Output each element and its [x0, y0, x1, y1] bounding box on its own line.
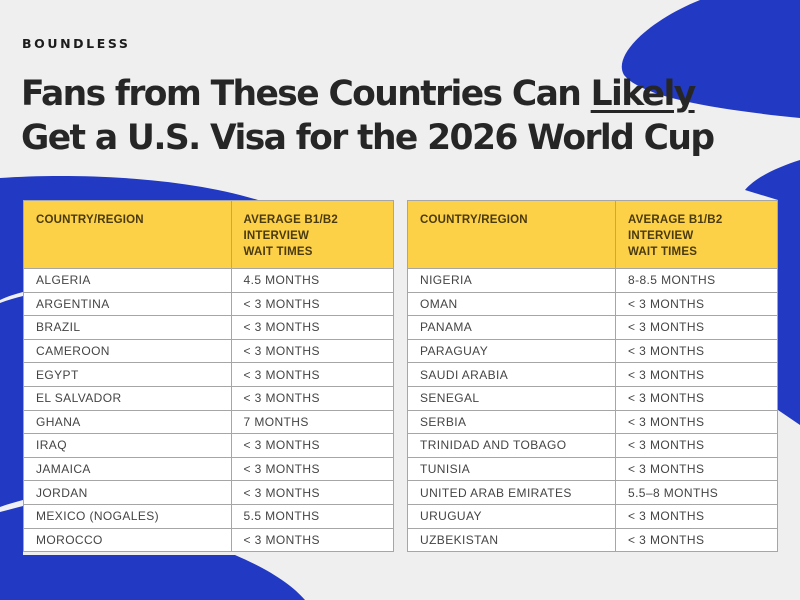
table-row: JAMAICA < 3 MONTHS — [23, 456, 395, 482]
wait-cell: < 3 MONTHS — [230, 315, 395, 340]
table-row: TRINIDAD AND TOBAGO < 3 MONTHS — [407, 433, 778, 458]
wait-cell: < 3 MONTHS — [615, 315, 778, 340]
wait-cell: < 3 MONTHS — [230, 362, 395, 387]
visa-wait-table-left: COUNTRY/REGION AVERAGE B1/B2 INTERVIEW W… — [23, 200, 395, 553]
wait-cell: < 3 MONTHS — [230, 338, 395, 364]
country-cell: SENEGAL — [407, 385, 616, 411]
wait-cell: < 3 MONTHS — [230, 480, 395, 505]
country-cell: GHANA — [23, 409, 232, 435]
visa-wait-table-right: COUNTRY/REGION AVERAGE B1/B2 INTERVIEW W… — [407, 200, 778, 553]
table-row: EGYPT < 3 MONTHS — [23, 362, 395, 387]
wait-cell: < 3 MONTHS — [615, 433, 778, 458]
country-cell: PARAGUAY — [407, 338, 616, 364]
table-row: SENEGAL < 3 MONTHS — [407, 385, 778, 411]
country-cell: JAMAICA — [23, 456, 232, 482]
country-cell: OMAN — [407, 291, 616, 317]
country-cell: SERBIA — [407, 409, 616, 435]
table-row: ALGERIA 4.5 MONTHS — [23, 268, 395, 293]
wait-cell: < 3 MONTHS — [230, 291, 395, 317]
brand-logo: BOUNDLESS — [22, 36, 131, 51]
wait-cell: < 3 MONTHS — [615, 527, 778, 553]
wait-cell: < 3 MONTHS — [615, 338, 778, 364]
country-cell: MOROCCO — [23, 527, 232, 553]
wait-cell: 4.5 MONTHS — [230, 268, 395, 293]
right-swoosh — [745, 160, 800, 425]
wait-cell: < 3 MONTHS — [230, 527, 395, 553]
column-header-country: COUNTRY/REGION — [407, 200, 616, 269]
country-cell: EGYPT — [23, 362, 232, 387]
title-underlined-word: Likely — [590, 74, 697, 114]
wait-cell: < 3 MONTHS — [615, 456, 778, 482]
wait-cell: 8-8.5 MONTHS — [615, 268, 778, 293]
wait-cell: 5.5–8 MONTHS — [615, 480, 778, 505]
wait-cell: < 3 MONTHS — [230, 433, 395, 458]
title-line1: Fans from These Countries Can Likely — [21, 74, 697, 114]
country-cell: ARGENTINA — [23, 291, 232, 317]
table-row: MEXICO (NOGALES) 5.5 MONTHS — [23, 503, 395, 529]
country-cell: NIGERIA — [407, 268, 616, 293]
wait-cell: 5.5 MONTHS — [230, 503, 395, 529]
wait-cell: < 3 MONTHS — [615, 409, 778, 435]
column-header-wait-times: AVERAGE B1/B2 INTERVIEW WAIT TIMES — [230, 200, 395, 269]
country-cell: BRAZIL — [23, 315, 232, 340]
country-cell: UNITED ARAB EMIRATES — [407, 480, 616, 505]
column-header-wait-times: AVERAGE B1/B2 INTERVIEW WAIT TIMES — [615, 200, 778, 269]
wait-cell: < 3 MONTHS — [615, 503, 778, 529]
table-row: PARAGUAY < 3 MONTHS — [407, 338, 778, 364]
title-line2: Get a U.S. Visa for the 2026 World Cup — [21, 118, 715, 158]
wait-cell: < 3 MONTHS — [615, 291, 778, 317]
country-cell: PANAMA — [407, 315, 616, 340]
table-row: CAMEROON < 3 MONTHS — [23, 338, 395, 364]
country-cell: JORDAN — [23, 480, 232, 505]
table-row: GHANA 7 MONTHS — [23, 409, 395, 435]
country-cell: IRAQ — [23, 433, 232, 458]
table-row: EL SALVADOR < 3 MONTHS — [23, 385, 395, 411]
table-row: TUNISIA < 3 MONTHS — [407, 456, 778, 482]
country-cell: TRINIDAD AND TOBAGO — [407, 433, 616, 458]
table-row: IRAQ < 3 MONTHS — [23, 433, 395, 458]
table-header-row: COUNTRY/REGION AVERAGE B1/B2 INTERVIEW W… — [23, 200, 395, 269]
table-row: UNITED ARAB EMIRATES 5.5–8 MONTHS — [407, 480, 778, 505]
country-cell: ALGERIA — [23, 268, 232, 293]
table-row: URUGUAY < 3 MONTHS — [407, 503, 778, 529]
wait-cell: < 3 MONTHS — [230, 385, 395, 411]
page-title: Fans from These Countries Can Likely Get… — [21, 72, 715, 160]
country-cell: UZBEKISTAN — [407, 527, 616, 553]
table-row: ARGENTINA < 3 MONTHS — [23, 291, 395, 317]
table-row: UZBEKISTAN < 3 MONTHS — [407, 527, 778, 553]
left-swoosh — [0, 175, 305, 600]
table-row: SERBIA < 3 MONTHS — [407, 409, 778, 435]
table-row: MOROCCO < 3 MONTHS — [23, 527, 395, 553]
table-row: JORDAN < 3 MONTHS — [23, 480, 395, 505]
wait-cell: < 3 MONTHS — [615, 385, 778, 411]
country-cell: SAUDI ARABIA — [407, 362, 616, 387]
top-right-blob — [621, 0, 800, 118]
country-cell: URUGUAY — [407, 503, 616, 529]
country-cell: MEXICO (NOGALES) — [23, 503, 232, 529]
country-cell: EL SALVADOR — [23, 385, 232, 411]
country-cell: CAMEROON — [23, 338, 232, 364]
table-row: NIGERIA 8-8.5 MONTHS — [407, 268, 778, 293]
table-row: BRAZIL < 3 MONTHS — [23, 315, 395, 340]
table-header-row: COUNTRY/REGION AVERAGE B1/B2 INTERVIEW W… — [407, 200, 778, 269]
wait-cell: < 3 MONTHS — [615, 362, 778, 387]
table-row: OMAN < 3 MONTHS — [407, 291, 778, 317]
table-row: SAUDI ARABIA < 3 MONTHS — [407, 362, 778, 387]
table-row: PANAMA < 3 MONTHS — [407, 315, 778, 340]
wait-cell: < 3 MONTHS — [230, 456, 395, 482]
country-cell: TUNISIA — [407, 456, 616, 482]
wait-cell: 7 MONTHS — [230, 409, 395, 435]
column-header-country: COUNTRY/REGION — [23, 200, 232, 269]
